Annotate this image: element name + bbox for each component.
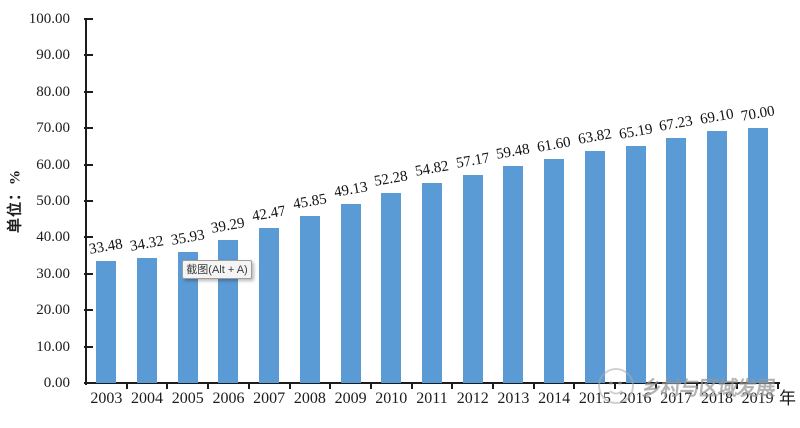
bar-2011 [422,183,442,383]
x-tick-label: 2015 [578,390,611,407]
y-tick-mark [84,309,93,312]
bar-2009 [340,204,361,383]
y-tick-mark [84,382,93,384]
x-tick-label: 2014 [538,390,571,407]
x-tick-label: 2004 [131,390,164,407]
y-tick-mark [84,236,93,239]
screenshot-shortcut-tooltip: 截图(Alt + A) [182,260,252,279]
x-tick-label: 2009 [334,390,367,407]
bar-2007 [259,228,280,383]
x-tick-mark [451,383,454,389]
x-tick-mark [410,383,413,389]
bar-2005 [177,252,198,383]
bar-2008 [299,216,320,383]
bar-2012 [462,174,483,383]
y-tick-label: 100.00 [28,11,70,27]
value-label: 70.00 [739,103,776,126]
x-tick-mark [654,383,657,389]
bar-2003 [96,261,117,383]
x-tick-label: 2012 [456,390,489,407]
x-tick-label: 2010 [375,390,408,407]
x-axis-line [85,382,780,384]
x-tick-mark [207,383,210,389]
x-tick-label: 2007 [253,390,286,407]
y-tick-mark [84,18,93,20]
y-tick-label: 60.00 [36,156,70,173]
bar-2018 [706,131,727,383]
y-tick-mark [84,200,93,202]
y-tick-mark [84,272,93,275]
bar-2004 [137,258,158,383]
x-tick-mark [492,383,495,389]
x-tick-mark [369,383,372,389]
bar-2015 [584,150,605,383]
y-tick-label: 40.00 [36,229,70,246]
x-tick-mark [573,383,576,389]
x-tick-label: 2019 [741,390,774,407]
x-tick-label: 2011 [416,390,448,407]
y-tick-mark [84,127,93,130]
x-tick-mark [125,383,128,389]
bar-2016 [625,145,646,383]
x-tick-label: 2005 [171,390,204,407]
x-tick-mark [736,383,739,389]
x-tick-mark [777,383,779,389]
x-tick-mark [532,383,535,389]
y-tick-mark [84,163,93,166]
x-tick-label: 2018 [700,390,733,407]
bar-2013 [503,166,524,383]
x-tick-mark [329,383,332,389]
x-tick-label: 2003 [90,390,123,407]
bar-2014 [544,158,565,383]
x-tick-mark [614,383,617,389]
x-tick-label: 2013 [497,390,530,407]
y-tick-label: 70.00 [36,120,70,137]
y-tick-label: 90.00 [36,47,70,64]
y-tick-mark [84,54,93,57]
x-axis-unit-label: 年 [779,389,796,408]
x-tick-mark [247,383,250,389]
x-tick-label: 2008 [293,390,326,407]
bar-2010 [381,192,402,383]
y-tick-label: 30.00 [36,265,70,282]
x-tick-label: 2006 [212,390,245,407]
x-tick-label: 2017 [660,390,693,407]
y-tick-label: 10.00 [36,338,70,355]
y-tick-mark [84,345,93,348]
y-tick-label: 50.00 [36,193,70,209]
x-tick-mark [288,383,291,389]
bar-2017 [666,138,687,383]
x-tick-label: 2016 [619,390,652,407]
y-tick-mark [84,90,93,93]
y-tick-label: 80.00 [36,83,70,100]
y-tick-label: 0.00 [43,375,70,391]
y-tick-label: 20.00 [36,302,70,319]
x-tick-mark [166,383,169,389]
y-axis-line [85,19,87,385]
x-tick-mark [695,383,698,389]
bar-2019 [747,128,768,383]
